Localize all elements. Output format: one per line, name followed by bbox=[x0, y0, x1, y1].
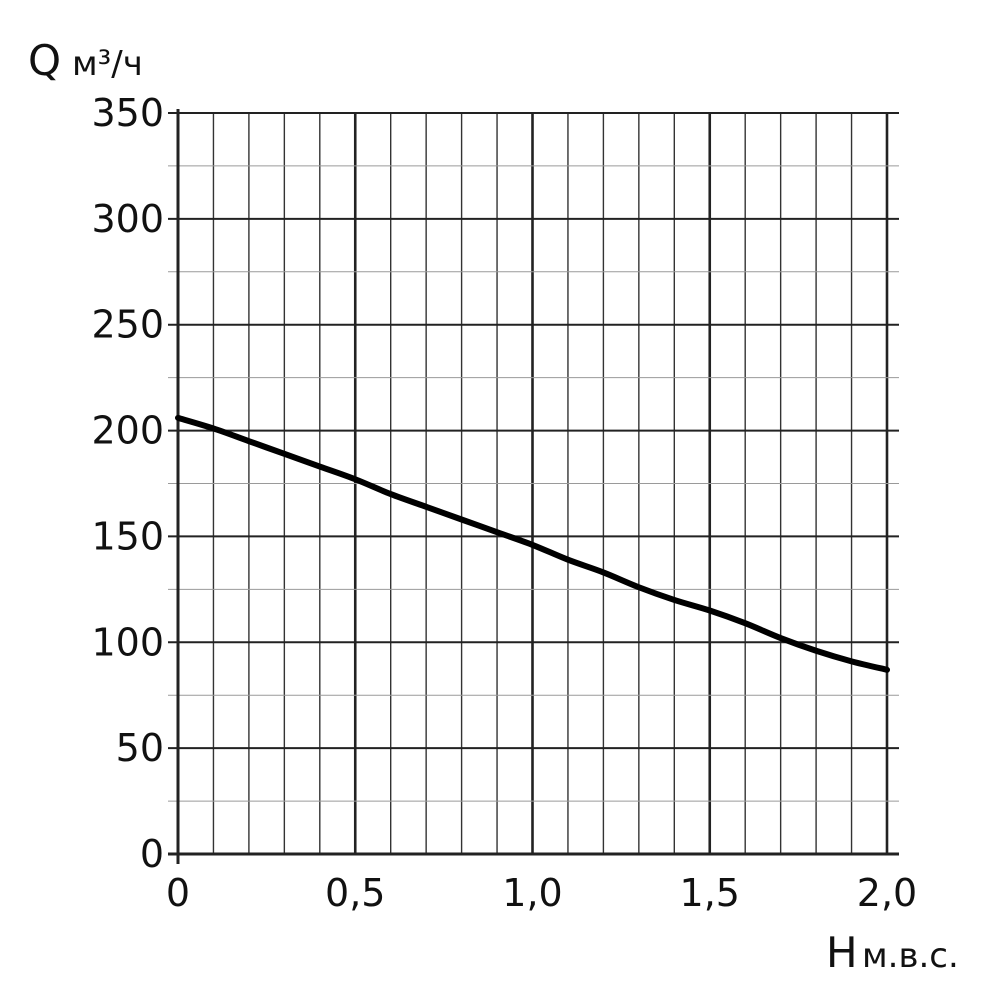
y-tick-label: 50 bbox=[116, 726, 164, 770]
series-group bbox=[175, 414, 890, 673]
y-tick-label: 100 bbox=[91, 620, 164, 664]
y-tick-label: 300 bbox=[91, 197, 164, 241]
x-tick-label: 1,5 bbox=[680, 871, 740, 915]
y-tick-label: 0 bbox=[140, 832, 164, 876]
x-axis-title: H bbox=[826, 928, 858, 977]
y-tick-label: 250 bbox=[91, 303, 164, 347]
y-axis-unit: м³/ч bbox=[72, 44, 143, 84]
y-axis-title: Q bbox=[28, 36, 61, 85]
axis-titles: Q м³/ч H м.в.с. bbox=[28, 36, 959, 977]
x-tick-label: 0,5 bbox=[325, 871, 385, 915]
y-tick-label: 150 bbox=[91, 514, 164, 558]
axes bbox=[168, 109, 899, 864]
x-tick-label: 2,0 bbox=[857, 871, 917, 915]
tick-labels: 0 50 100 150 200 250 300 350 0 0,5 1,0 1,5 2,0 bbox=[91, 91, 917, 915]
y-tick-label: 350 bbox=[91, 91, 164, 135]
y-tick-label: 200 bbox=[91, 409, 164, 453]
series-line bbox=[175, 414, 890, 673]
x-tick-label: 1,0 bbox=[502, 871, 562, 915]
x-tick-label: 0 bbox=[166, 871, 190, 915]
grid-lines bbox=[168, 112, 899, 855]
x-axis-unit: м.в.с. bbox=[862, 936, 959, 976]
